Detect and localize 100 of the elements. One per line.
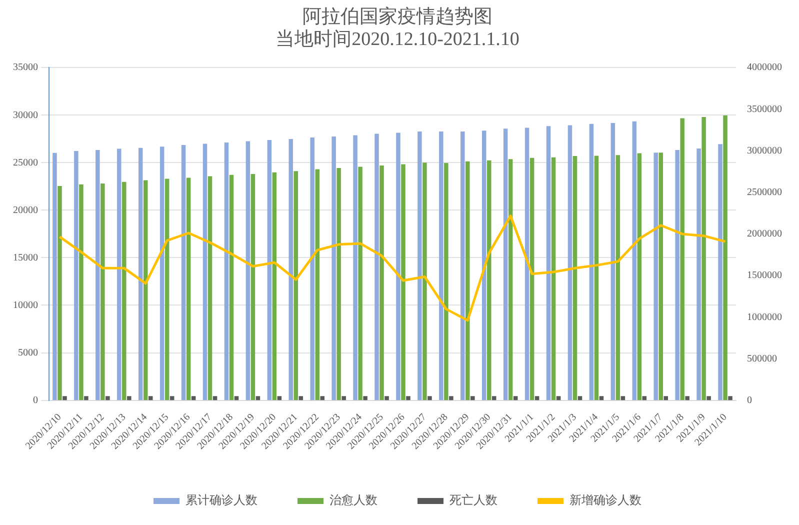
bar [336,168,341,400]
bar [534,396,540,400]
bar [122,182,126,400]
bar [310,137,314,400]
bar [138,148,143,400]
bar [706,396,711,400]
bar [96,150,100,400]
bar [117,148,122,400]
bar [594,156,599,400]
bar [658,152,663,400]
bar [482,130,486,400]
bar [418,131,422,400]
bar [277,396,282,400]
bar [202,144,208,400]
bar [524,128,530,400]
bar [332,136,336,400]
y2-tick-label: 2000000 [747,228,782,240]
bar [486,160,492,400]
bar [234,396,239,400]
y2-tick-label: 3500000 [747,104,782,115]
bar [374,134,379,400]
y-tick-label: 25000 [13,157,38,168]
bar [181,145,186,400]
bar [696,148,701,400]
bar [401,164,406,400]
legend-label: 累计确诊人数 [186,493,258,508]
bar [572,156,578,400]
bar [664,396,668,400]
y-tick-label: 0 [33,394,38,406]
bar [384,396,389,400]
text: 当地时间2020.12.10-2021.1.10 [276,29,520,50]
bar [508,159,513,400]
bar [272,172,277,400]
bar [186,178,191,400]
bar [530,158,534,400]
y-tick-label: 15000 [13,252,38,264]
bar [170,396,174,400]
bar [212,396,218,400]
bar [642,396,647,400]
bar [546,126,551,400]
bar [315,169,320,400]
bar [422,162,427,400]
bar [556,396,561,400]
bar [675,150,680,400]
bar [503,128,508,400]
bar [79,184,84,400]
bar [470,396,475,400]
bar [428,396,432,400]
bar [718,144,722,400]
bar [320,396,324,400]
bar [589,124,594,400]
bar [229,174,234,400]
bar [208,176,212,400]
y2-tick-label: 2500000 [747,186,782,198]
bar [620,396,626,400]
bar [267,140,272,400]
bar [164,178,170,400]
y2-tick-label: 1500000 [747,270,782,282]
bar [353,135,358,400]
bar [406,396,410,400]
y-tick-label: 30000 [13,110,38,121]
bar [680,118,684,400]
y-tick-label: 20000 [13,204,38,216]
bar [288,139,294,400]
bar [439,131,444,400]
y2-tick-label: 1000000 [747,312,782,323]
bar [143,180,148,400]
bar [191,396,196,400]
bar [449,396,454,400]
text: 阿拉伯国家疫情趋势图 [302,6,492,28]
y2-tick-label: 0 [747,394,752,406]
bar [62,396,67,400]
bar [58,186,62,400]
bar [100,183,105,400]
bar [466,161,470,400]
bar [551,157,556,400]
bar [702,117,706,400]
bar [127,396,132,400]
bar [728,396,732,400]
bar [492,396,496,400]
bar [160,146,164,400]
bar [148,396,153,400]
bar [444,163,448,400]
bar [250,174,256,400]
y2-tick-label: 500000 [747,353,777,364]
bar [568,125,572,400]
bar [298,396,304,400]
bar [637,153,642,400]
bar [632,121,637,400]
bar [74,151,78,400]
bar [224,142,229,400]
y2-tick-label: 3000000 [747,145,782,156]
bar [363,396,368,400]
bar [342,396,346,400]
bar [723,115,728,400]
bar [84,396,88,400]
y-tick-label: 35000 [13,62,38,74]
bar [578,396,582,400]
bar [246,141,250,400]
y-tick-label: 10000 [13,300,38,311]
